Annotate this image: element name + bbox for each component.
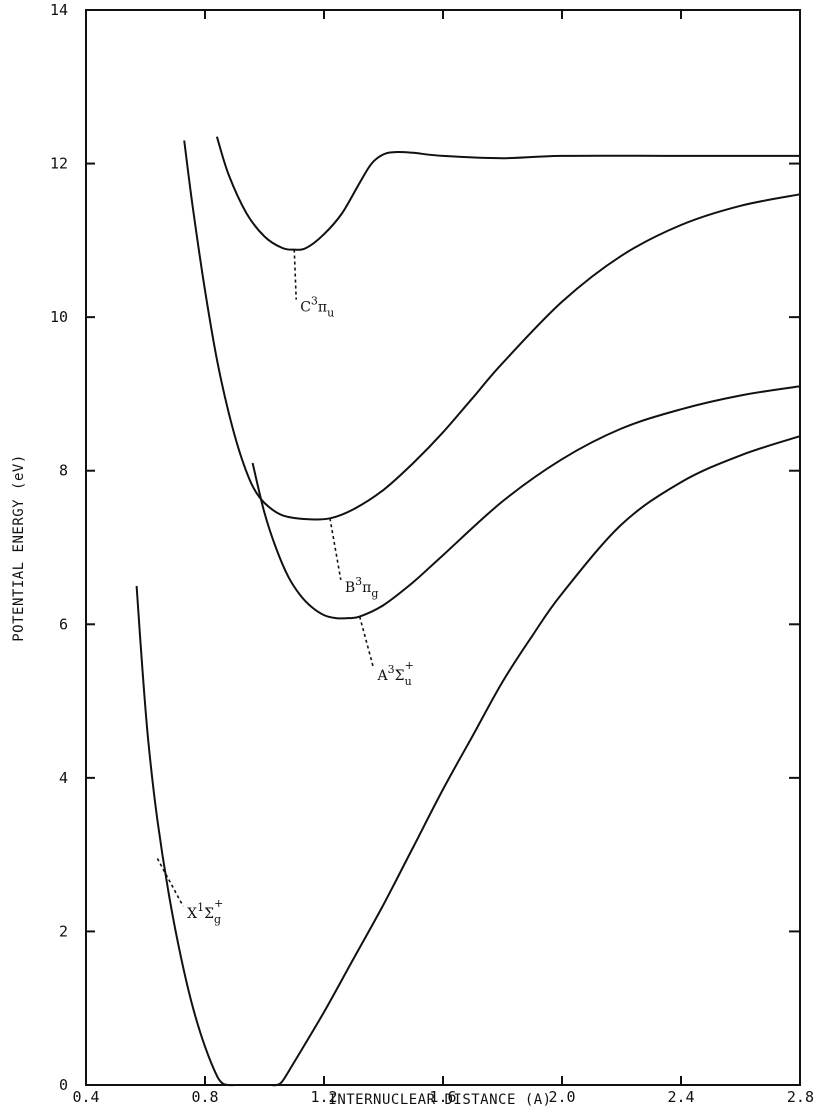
y-tick-label: 6 xyxy=(59,615,68,633)
y-tick-labels: 0 2 4 6 8 10 12 14 xyxy=(50,1,68,1094)
state-label-X1Sg+: X1Σg+ xyxy=(187,897,223,926)
leader-A3Su+ xyxy=(358,616,375,669)
y-tick-label: 2 xyxy=(59,922,68,940)
leader-C3Pu xyxy=(293,249,297,300)
curve-X1Sg+ xyxy=(135,435,801,1087)
x-tick-labels: 0.4 0.8 1.2 1.6 2.0 2.4 2.8 xyxy=(72,1088,814,1106)
plot-frame xyxy=(85,9,801,1086)
curves-layer xyxy=(135,136,801,1087)
y-tick-label: 12 xyxy=(50,155,68,173)
ticks-layer xyxy=(85,9,801,1086)
curve-C3Pu xyxy=(215,136,800,251)
x-tick-label: 2.4 xyxy=(667,1088,694,1106)
curve-A3Su+ xyxy=(251,385,801,620)
leader-B3Pg xyxy=(329,518,342,581)
state-label-A3Su+: A3Σu+ xyxy=(377,659,414,688)
curve-B3Pg xyxy=(183,140,801,521)
y-tick-label: 14 xyxy=(50,1,68,19)
x-tick-label: 1.2 xyxy=(310,1088,337,1106)
state-label-B3Pg: B3πg xyxy=(345,575,379,600)
y-tick-label: 0 xyxy=(59,1076,68,1094)
y-tick-label: 8 xyxy=(59,462,68,480)
x-tick-label: 1.6 xyxy=(429,1088,456,1106)
y-tick-label: 4 xyxy=(59,769,68,787)
y-axis-title: POTENTIAL ENERGY (eV) xyxy=(11,454,27,642)
y-tick-label: 10 xyxy=(50,308,68,326)
leader-lines-layer xyxy=(156,249,375,907)
x-tick-label: 0.4 xyxy=(72,1088,99,1106)
x-tick-label: 0.8 xyxy=(191,1088,218,1106)
x-axis-title: INTERNUCLEAR DISTANCE (A) xyxy=(328,1092,551,1108)
x-tick-label: 2.8 xyxy=(787,1088,814,1106)
state-labels-layer: C3πu B3πg A3Σu+ X1Σg+ xyxy=(187,295,414,927)
x-tick-label: 2.0 xyxy=(548,1088,575,1106)
state-label-C3Pu: C3πu xyxy=(300,295,334,320)
